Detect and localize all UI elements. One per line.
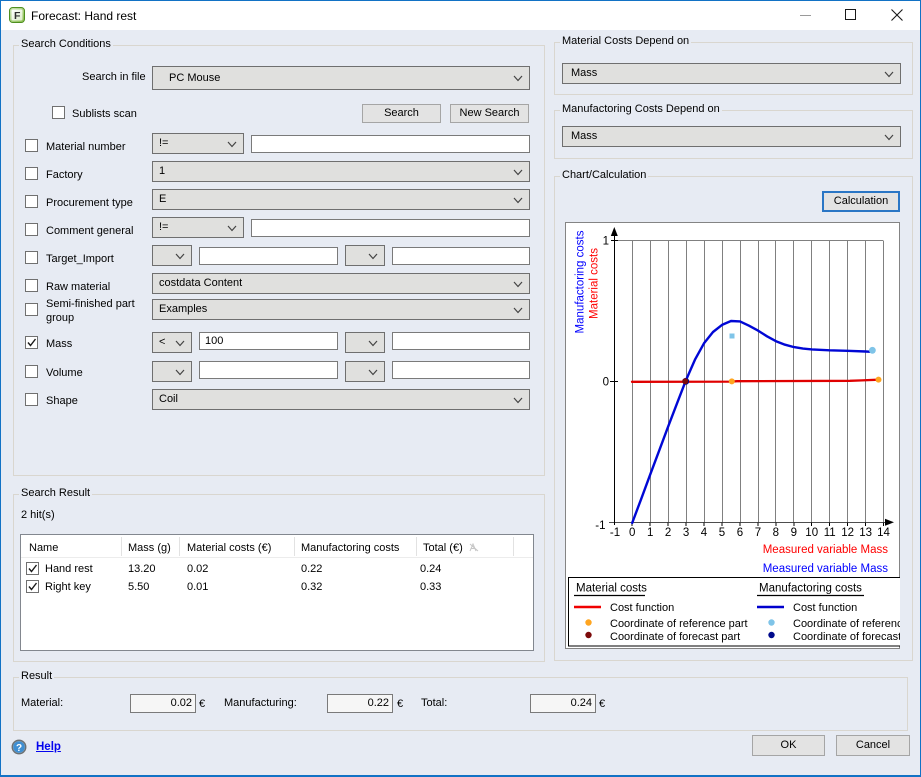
- svg-text:-1: -1: [595, 520, 605, 532]
- svg-text:Coordinate of forecast part: Coordinate of forecast part: [793, 631, 900, 643]
- svg-text:13: 13: [859, 527, 872, 539]
- svg-text:Manufactoring costs: Manufactoring costs: [575, 230, 587, 333]
- svg-text:0: 0: [629, 527, 635, 539]
- svg-text:11: 11: [824, 527, 836, 539]
- svg-text:0: 0: [603, 377, 609, 389]
- svg-text:Cost function: Cost function: [610, 602, 674, 614]
- svg-text:Manufactoring costs: Manufactoring costs: [759, 583, 862, 595]
- svg-text:8: 8: [773, 527, 779, 539]
- svg-text:Coordinate of reference part: Coordinate of reference part: [610, 618, 748, 630]
- svg-text:2: 2: [665, 527, 671, 539]
- svg-text:Material costs: Material costs: [576, 583, 647, 595]
- svg-text:F: F: [14, 10, 21, 22]
- svg-text:1: 1: [603, 236, 609, 248]
- svg-text:?: ?: [16, 743, 22, 754]
- svg-text:-1: -1: [610, 527, 620, 539]
- svg-text:Material costs: Material costs: [589, 248, 601, 319]
- svg-text:12: 12: [841, 527, 854, 539]
- svg-text:6: 6: [737, 527, 743, 539]
- svg-text:10: 10: [805, 527, 818, 539]
- svg-text:1: 1: [647, 527, 653, 539]
- svg-text:14: 14: [877, 527, 890, 539]
- svg-text:Measured variable Mass: Measured variable Mass: [763, 544, 889, 556]
- svg-text:Measured variable Mass: Measured variable Mass: [763, 563, 889, 575]
- svg-text:5: 5: [719, 527, 725, 539]
- svg-text:3: 3: [683, 527, 689, 539]
- svg-text:Coordinate of reference part: Coordinate of reference part: [793, 618, 900, 630]
- svg-text:4: 4: [701, 527, 708, 539]
- svg-text:Cost function: Cost function: [793, 602, 857, 614]
- svg-text:9: 9: [791, 527, 797, 539]
- svg-text:Coordinate of forecast part: Coordinate of forecast part: [610, 631, 740, 643]
- svg-text:7: 7: [755, 527, 761, 539]
